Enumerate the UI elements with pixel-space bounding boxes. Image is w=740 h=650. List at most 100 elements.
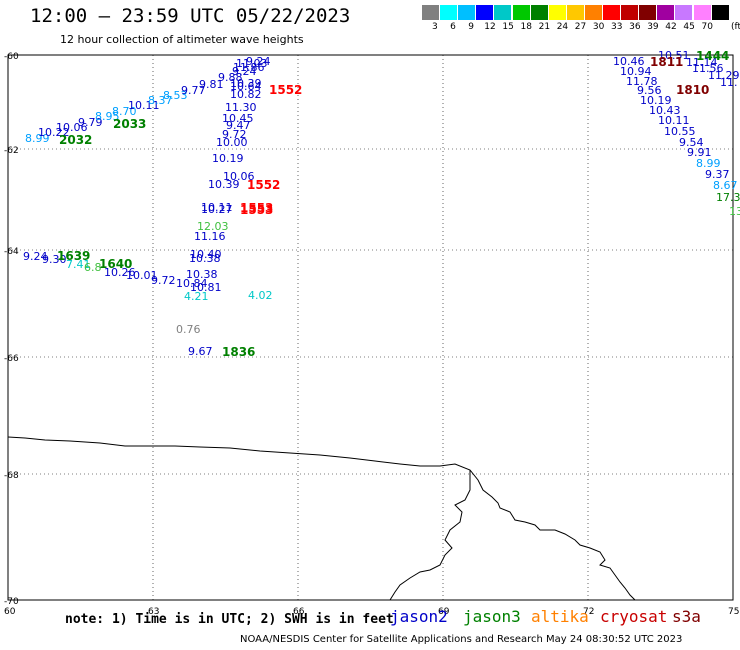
wave-height-label: 10.55 bbox=[664, 125, 696, 138]
wave-height-label: 10.39 bbox=[208, 178, 240, 191]
wave-height-label: 10.38 bbox=[186, 268, 218, 281]
pass-time-labels: 2032203315521552155315531639164018361811… bbox=[57, 49, 729, 359]
legend-tick-label: 45 bbox=[683, 22, 695, 32]
legend-tick-label: 36 bbox=[629, 22, 641, 32]
wave-height-label: 10.26 bbox=[104, 266, 136, 279]
wave-height-label: 4.21 bbox=[184, 290, 209, 303]
footnote: note: 1) Time is in UTC; 2) SWH is in fe… bbox=[65, 612, 394, 627]
wave-height-label: 10.01 bbox=[126, 269, 158, 282]
legend-swatch bbox=[621, 5, 639, 20]
wave-height-label: 9.24 bbox=[232, 65, 257, 78]
legend-swatch bbox=[494, 5, 512, 20]
chart-title: 12:00 — 23:59 UTC 05/22/2023 bbox=[30, 5, 351, 27]
satellite-jason2-label: jason2 bbox=[390, 607, 448, 626]
pass-time-label: 2032 bbox=[59, 133, 92, 147]
legend-swatch bbox=[693, 5, 711, 20]
wave-height-label: 9.56 bbox=[637, 84, 662, 97]
antarctic-coastline bbox=[7, 436, 636, 601]
longitude-label: 75 bbox=[728, 607, 739, 617]
legend-swatch bbox=[584, 5, 602, 20]
wave-height-label: 10.27 bbox=[201, 203, 233, 216]
legend-tick-label: 15 bbox=[502, 22, 514, 32]
pass-time-label: 1444 bbox=[696, 49, 729, 63]
legend-tick-label: 6 bbox=[450, 22, 456, 32]
wave-height-label: 12.03 bbox=[197, 220, 229, 233]
wave-height-label: 11.03 bbox=[236, 57, 268, 70]
wave-height-label: 10.11 bbox=[658, 114, 690, 127]
wave-height-label: 10.19 bbox=[640, 94, 672, 107]
pass-time-label: 1836 bbox=[222, 345, 255, 359]
wave-height-label: 10.51 bbox=[658, 49, 690, 62]
pass-time-label: 1552 bbox=[269, 83, 302, 97]
wave-height-label: 10.38 bbox=[189, 252, 221, 265]
wave-height-label: 8.99 bbox=[696, 157, 721, 170]
wave-height-label: 9.24 bbox=[23, 250, 48, 263]
wave-height-label: 8.37 bbox=[148, 94, 173, 107]
satellite-cryosat-label: cryosat bbox=[600, 607, 668, 626]
wave-height-label: 9.91 bbox=[687, 146, 712, 159]
legend-swatch bbox=[657, 5, 675, 20]
satellite-s3a-label: s3a bbox=[672, 607, 701, 626]
legend-tick-label: 12 bbox=[484, 22, 496, 32]
wave-height-label: 11.56 bbox=[692, 62, 724, 75]
wave-height-label: 11.86 bbox=[233, 61, 265, 74]
wave-height-label: 11. bbox=[720, 76, 738, 89]
wave-height-label: 10.94 bbox=[620, 65, 652, 78]
wave-height-label: 11.29 bbox=[708, 69, 740, 82]
wave-height-label: 10.46 bbox=[613, 55, 645, 68]
legend-tick-label: 18 bbox=[520, 22, 532, 32]
wave-height-label: 9.47 bbox=[226, 119, 251, 132]
latitude-label: -60 bbox=[4, 52, 19, 62]
wave-height-label: 9.67 bbox=[188, 345, 213, 358]
wave-height-labels: 8.9910.2210.069.798.958.7010.118.378.539… bbox=[23, 49, 740, 358]
longitude-label: 72 bbox=[583, 607, 594, 617]
pass-time-label: 1811 bbox=[650, 55, 683, 69]
wave-height-label: 10.00 bbox=[216, 136, 248, 149]
wave-height-label: 9.72 bbox=[151, 274, 176, 287]
wave-height-label: 0.76 bbox=[176, 323, 201, 336]
longitude-label: 60 bbox=[4, 607, 16, 617]
wave-height-label: 9.24 bbox=[246, 55, 271, 68]
wave-height-label: 10.82 bbox=[230, 88, 262, 101]
wave-height-label: 10.64 bbox=[230, 80, 262, 93]
legend-swatch bbox=[711, 5, 729, 20]
wave-height-label: 10.06 bbox=[56, 121, 88, 134]
pass-time-label: 1553 bbox=[240, 201, 273, 215]
wave-height-label: 11.14 bbox=[686, 56, 718, 69]
wave-height-label: 8.70 bbox=[112, 105, 137, 118]
wave-height-label: 7.41 bbox=[66, 258, 91, 271]
legend-swatch bbox=[675, 5, 693, 20]
wave-height-label: 9.77 bbox=[181, 84, 206, 97]
legend-swatch bbox=[548, 5, 566, 20]
wave-height-label: 10.11 bbox=[128, 99, 160, 112]
legend-tick-label: 3 bbox=[432, 22, 438, 32]
longitude-label: 69 bbox=[438, 607, 450, 617]
wave-height-label: 13 bbox=[729, 205, 740, 218]
legend-unit-label: (ft) bbox=[731, 22, 740, 32]
wave-height-label: 8.67 bbox=[713, 179, 738, 192]
wave-height-label: 10.84 bbox=[176, 277, 208, 290]
wave-height-label: 10.40 bbox=[190, 248, 222, 261]
legend-swatch bbox=[530, 5, 548, 20]
wave-height-label: 10.19 bbox=[212, 152, 244, 165]
wave-height-label: 17.3 bbox=[716, 191, 740, 204]
wave-height-label: 11.30 bbox=[225, 101, 257, 114]
wave-height-label: 10.81 bbox=[190, 281, 222, 294]
wave-height-label: 10.45 bbox=[222, 112, 254, 125]
legend-swatch bbox=[422, 5, 439, 20]
satellite-jason3-label: jason3 bbox=[463, 607, 521, 626]
legend-swatch bbox=[512, 5, 530, 20]
legend-tick-label: 27 bbox=[574, 22, 587, 32]
wave-height-label: 10.06 bbox=[223, 170, 255, 183]
wave-height-label: 9.88 bbox=[218, 71, 243, 84]
wave-height-label: 10.43 bbox=[649, 104, 681, 117]
legend-tick-label: 33 bbox=[611, 22, 623, 32]
legend-tick-label: 70 bbox=[701, 22, 713, 32]
pass-time-label: 1552 bbox=[247, 178, 280, 192]
chart-subtitle: 12 hour collection of altimeter wave hei… bbox=[60, 33, 304, 46]
pass-time-label: 1639 bbox=[57, 249, 90, 263]
legend-tick-label: 24 bbox=[556, 22, 569, 32]
